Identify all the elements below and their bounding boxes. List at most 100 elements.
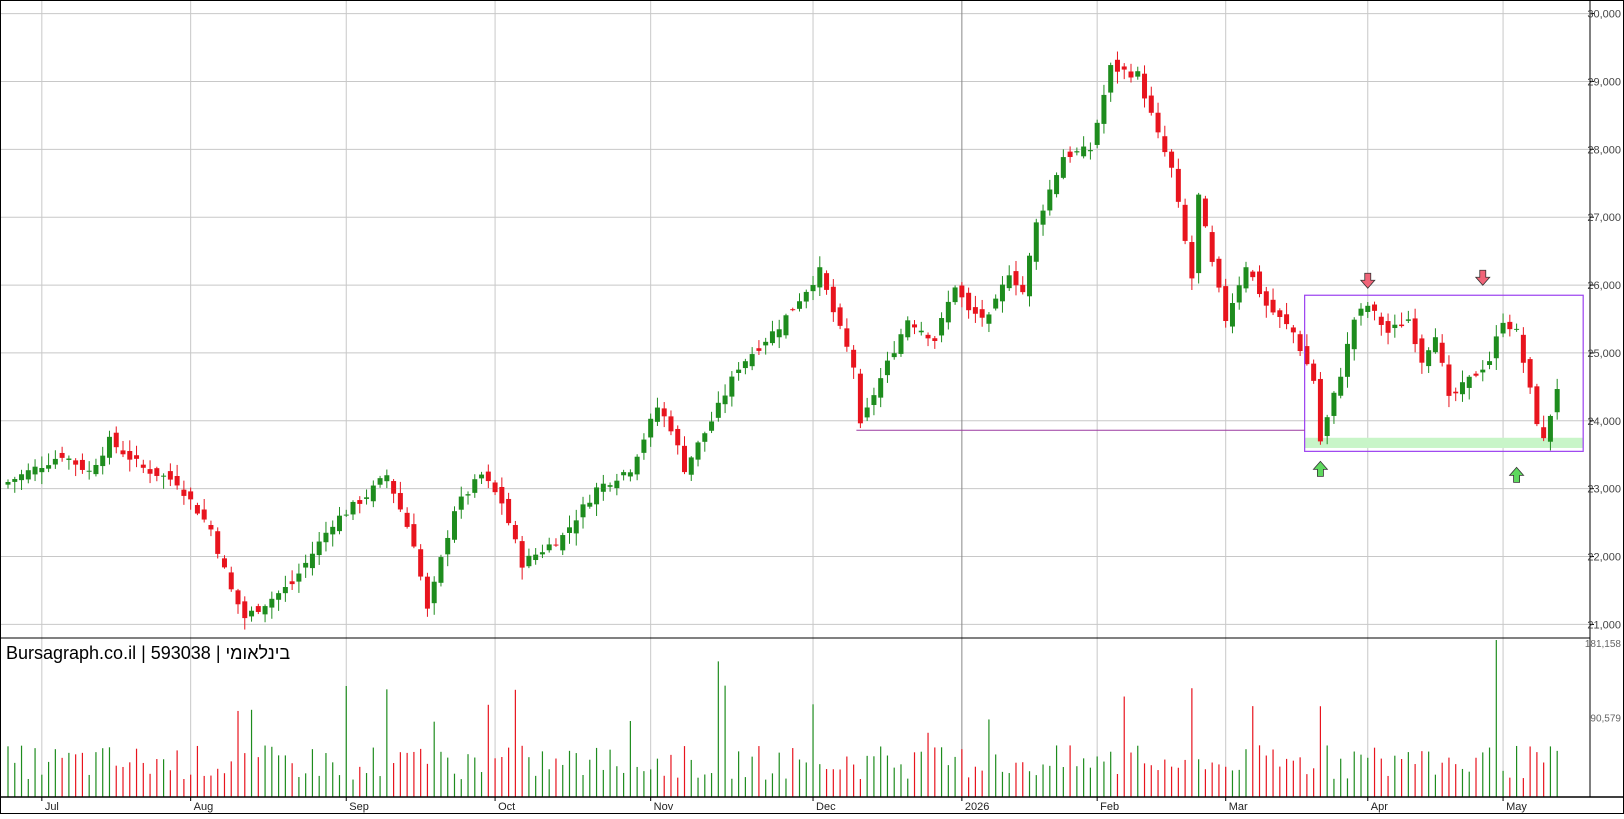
candle-body bbox=[769, 331, 775, 344]
candle-body bbox=[343, 514, 349, 516]
candle-body bbox=[1169, 151, 1175, 168]
candle-body bbox=[316, 541, 322, 556]
candle-body bbox=[52, 458, 58, 465]
candle-body bbox=[1304, 346, 1310, 365]
candle-body bbox=[201, 509, 207, 520]
candle-body bbox=[939, 318, 945, 336]
candle-body bbox=[506, 498, 512, 524]
candle-body bbox=[864, 407, 870, 418]
arrow-up-icon bbox=[1508, 466, 1525, 483]
candle-body bbox=[695, 442, 701, 460]
candle-body bbox=[100, 455, 106, 467]
x-tick-label: Dec bbox=[816, 801, 836, 813]
candle-body bbox=[749, 354, 755, 367]
candle-body bbox=[1223, 286, 1229, 321]
candle-body bbox=[242, 601, 248, 619]
candle-body bbox=[228, 572, 234, 590]
x-tick-label: Oct bbox=[498, 801, 515, 813]
candle-body bbox=[1175, 168, 1181, 202]
y-tick-label: 25,000 bbox=[1587, 348, 1621, 360]
candle-body bbox=[546, 544, 552, 551]
candle-body bbox=[797, 301, 803, 309]
candle-body bbox=[851, 349, 857, 368]
candle-body bbox=[553, 544, 559, 546]
candle-body bbox=[1236, 285, 1242, 303]
y-tick-label: 24,000 bbox=[1587, 416, 1621, 428]
candle-body bbox=[235, 590, 241, 605]
candle-body bbox=[330, 526, 336, 535]
candle-body bbox=[1358, 308, 1364, 316]
candle-body bbox=[803, 291, 809, 302]
arrow-up-icon bbox=[1312, 460, 1329, 477]
candle-body bbox=[1290, 327, 1296, 333]
candle-body bbox=[147, 469, 153, 474]
candle-body bbox=[1087, 150, 1093, 152]
candle-body bbox=[627, 472, 633, 477]
candle-body bbox=[519, 541, 525, 568]
candle-body bbox=[1311, 363, 1317, 381]
candle-body bbox=[1412, 318, 1418, 345]
x-tick-label: Feb bbox=[1100, 801, 1119, 813]
candle-body bbox=[580, 504, 586, 518]
candle-body bbox=[1020, 284, 1026, 293]
candle-body bbox=[594, 487, 600, 505]
volume-tick-label: 181,158 bbox=[1585, 639, 1622, 650]
candle-body bbox=[19, 474, 25, 481]
candle-body bbox=[1189, 242, 1195, 279]
candle-body bbox=[66, 458, 72, 460]
candle-body bbox=[729, 376, 735, 397]
candle-body bbox=[174, 476, 180, 486]
candle-body bbox=[93, 464, 99, 475]
volume-tick-label: 90,579 bbox=[1590, 714, 1621, 725]
candle-body bbox=[648, 418, 654, 438]
candle-body bbox=[445, 537, 451, 555]
candle-body bbox=[600, 483, 606, 492]
arrow-down-icon bbox=[1359, 272, 1376, 289]
annotations-front bbox=[856, 269, 1584, 483]
candle-body bbox=[276, 593, 282, 600]
candle-body bbox=[282, 587, 288, 594]
candle-body bbox=[1385, 321, 1391, 333]
candle-body bbox=[1074, 151, 1080, 153]
candle-body bbox=[25, 470, 31, 480]
candle-body bbox=[336, 515, 342, 532]
volume-bars bbox=[7, 640, 1558, 797]
candle-body bbox=[688, 457, 694, 475]
candle-body bbox=[1331, 392, 1337, 416]
candle-body bbox=[1040, 210, 1046, 225]
candle-body bbox=[810, 285, 816, 292]
candle-body bbox=[1405, 319, 1411, 321]
candle-body bbox=[722, 395, 728, 405]
candle-body bbox=[1081, 146, 1087, 157]
candle-body bbox=[1554, 389, 1560, 413]
x-tick-label: Apr bbox=[1371, 801, 1388, 813]
x-tick-label: Sep bbox=[349, 801, 369, 813]
candle-body bbox=[783, 315, 789, 336]
candle-body bbox=[1094, 122, 1100, 145]
candle-body bbox=[1060, 157, 1066, 178]
candle-body bbox=[824, 273, 830, 290]
candle-body bbox=[1459, 382, 1465, 395]
candle-body bbox=[1426, 350, 1432, 367]
candle-body bbox=[472, 479, 478, 493]
candle-body bbox=[1162, 136, 1168, 153]
candle-body bbox=[499, 486, 505, 504]
candle-body bbox=[756, 348, 762, 351]
candle-body bbox=[181, 489, 187, 496]
candle-body bbox=[1547, 415, 1553, 442]
candle-body bbox=[1027, 255, 1033, 297]
candle-body bbox=[357, 500, 363, 504]
candle-body bbox=[966, 292, 972, 311]
candle-body bbox=[1054, 175, 1060, 195]
candle-body bbox=[134, 455, 140, 459]
candle-body bbox=[661, 408, 667, 417]
candle-body bbox=[837, 307, 843, 326]
candle-body bbox=[526, 555, 532, 567]
candle-body bbox=[1250, 271, 1256, 278]
candle-body bbox=[898, 334, 904, 354]
x-tick-label: Nov bbox=[654, 801, 674, 813]
candle-body bbox=[1392, 324, 1398, 329]
y-tick-label: 23,000 bbox=[1587, 484, 1621, 496]
candle-body bbox=[289, 581, 295, 585]
candle-body bbox=[411, 524, 417, 547]
